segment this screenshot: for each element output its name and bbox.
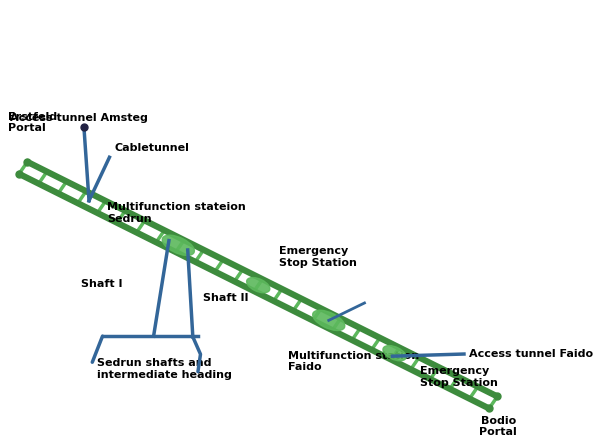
Text: Multifunction stateion
Sedrun: Multifunction stateion Sedrun — [107, 202, 245, 224]
Ellipse shape — [247, 278, 270, 293]
Text: Bodio
Portal: Bodio Portal — [479, 416, 517, 437]
Text: Erstfeld
Portal: Erstfeld Portal — [8, 111, 57, 133]
Text: Shaft I: Shaft I — [82, 279, 123, 289]
Text: Multifunction station
Faido: Multifunction station Faido — [288, 351, 419, 373]
Text: Cabletunnel: Cabletunnel — [115, 143, 190, 153]
Text: Access tunnel Amsteg: Access tunnel Amsteg — [10, 113, 148, 122]
Text: Emergency
Stop Station: Emergency Stop Station — [420, 367, 498, 388]
Text: Sedrun shafts and
intermediate heading: Sedrun shafts and intermediate heading — [97, 358, 232, 380]
Ellipse shape — [383, 345, 406, 361]
Ellipse shape — [313, 310, 345, 330]
Ellipse shape — [162, 235, 194, 255]
Text: Shaft II: Shaft II — [203, 293, 248, 303]
Text: Access tunnel Faido: Access tunnel Faido — [469, 349, 593, 359]
Text: Emergency
Stop Station: Emergency Stop Station — [278, 246, 356, 268]
